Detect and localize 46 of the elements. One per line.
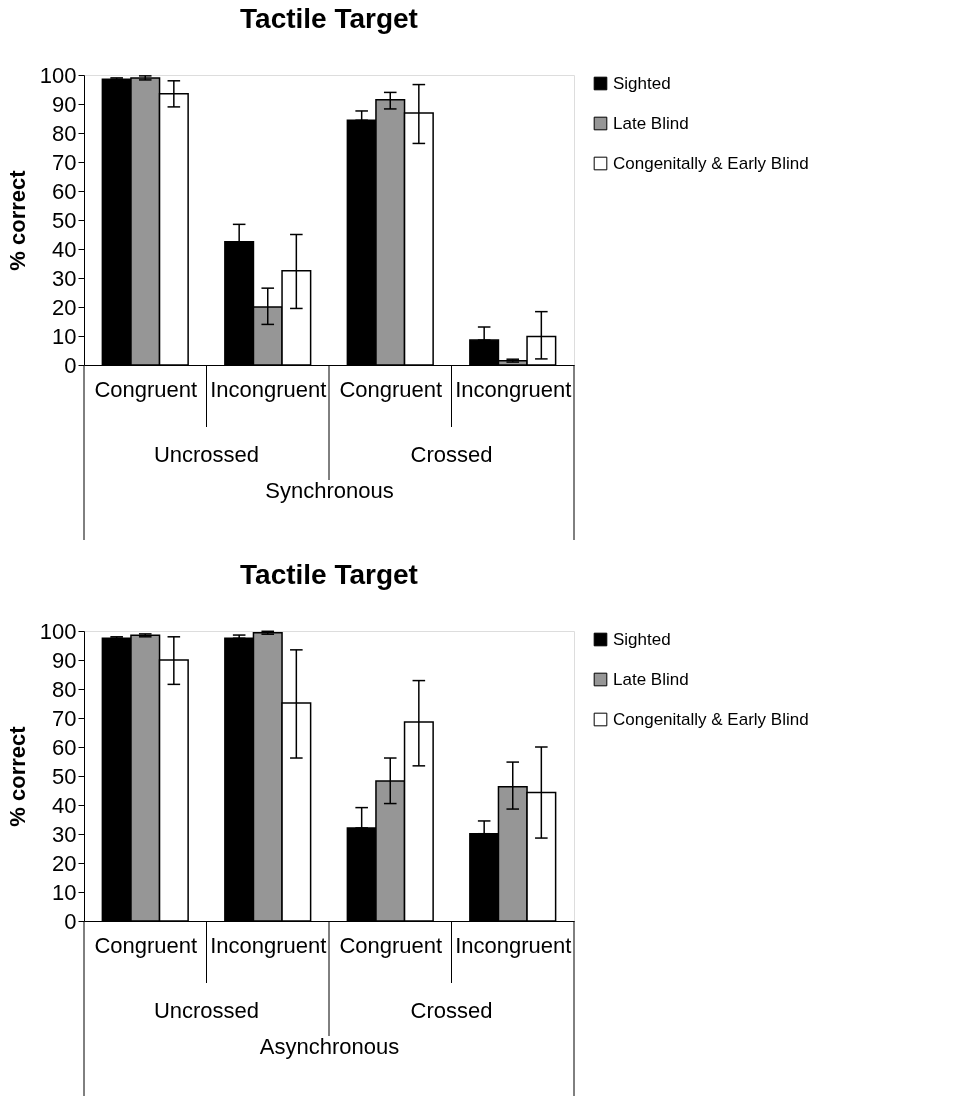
y-tick-label: 40	[52, 792, 77, 818]
y-tick-label: 40	[52, 236, 77, 262]
x-tick-label: Congruent	[339, 932, 443, 958]
x-tick-label: Incongruent	[455, 376, 572, 402]
y-tick-label: 90	[52, 91, 77, 117]
y-tick-label: 60	[52, 734, 77, 760]
x-tick-label: Incongruent	[455, 932, 572, 958]
y-axis-title: % correct	[4, 725, 30, 827]
text: Crossed	[410, 442, 493, 467]
y-tick-label: 90	[52, 647, 77, 673]
text: Crossed	[410, 998, 493, 1023]
text: Uncrossed	[153, 442, 260, 467]
x-axis-title: Synchronous	[265, 477, 394, 503]
y-tick-label: 60	[52, 178, 77, 204]
y-tick-label: 20	[52, 850, 77, 876]
legend-label: Late Blind	[613, 113, 689, 133]
y-tick-label: 100	[39, 62, 77, 88]
x-axis-title: Asynchronous	[259, 1033, 400, 1059]
y-tick-label: 70	[52, 149, 77, 175]
x-tick-label: Congruent	[94, 376, 198, 402]
y-tick-label: 10	[52, 323, 77, 349]
y-tick-label: 80	[52, 676, 77, 702]
y-tick-label: 0	[64, 352, 77, 378]
y-tick-label: 0	[64, 908, 77, 934]
legend-label: Congenitally & Early Blind	[613, 153, 809, 173]
y-tick-label: 80	[52, 120, 77, 146]
x-tick-label: Congruent	[94, 932, 198, 958]
legend-label: Congenitally & Early Blind	[613, 709, 809, 729]
y-tick-label: 20	[52, 294, 77, 320]
legend-label: Late Blind	[613, 669, 689, 689]
text: Uncrossed	[153, 998, 260, 1023]
chart-title: Tactile Target	[240, 559, 418, 590]
y-tick-label: 10	[52, 879, 77, 905]
y-tick-label: 50	[52, 207, 77, 233]
y-tick-label: 100	[39, 618, 77, 644]
y-tick-label: 70	[52, 705, 77, 731]
y-tick-label: 30	[52, 265, 77, 291]
y-tick-label: 30	[52, 821, 77, 847]
x-tick-label: Incongruent	[210, 376, 327, 402]
y-tick-label: 50	[52, 763, 77, 789]
legend-label: Sighted	[613, 629, 671, 649]
legend-label: Sighted	[613, 73, 671, 93]
x-tick-label: Incongruent	[210, 932, 327, 958]
x-tick-label: Congruent	[339, 376, 443, 402]
y-axis-title: % correct	[4, 169, 30, 271]
chart-title: Tactile Target	[240, 3, 418, 34]
